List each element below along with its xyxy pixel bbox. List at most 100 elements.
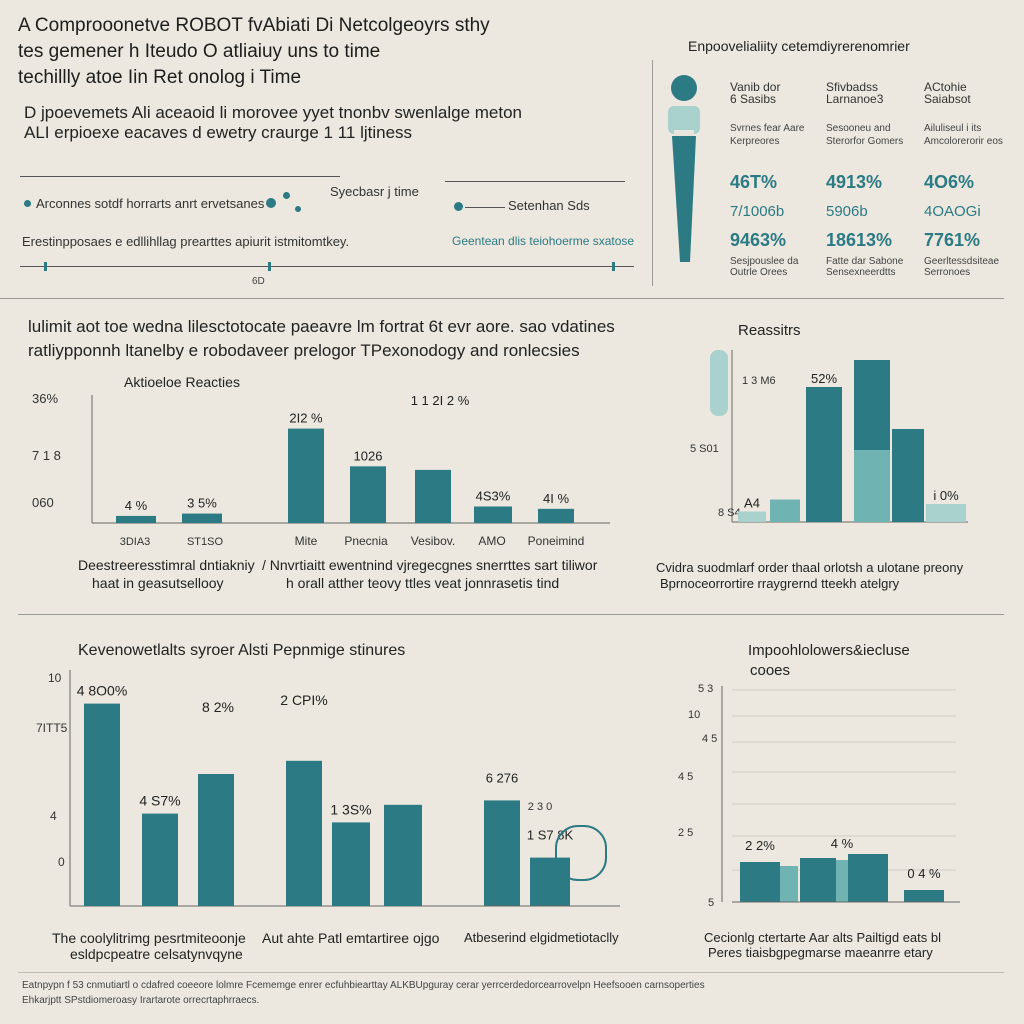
timeline-axis-tick: [268, 262, 271, 271]
right-caption-line-1: Cvidra suodmlarf order thaal orlotsh a u…: [656, 560, 964, 575]
category-sub-label: ST1SO: [187, 536, 224, 548]
bar: [538, 508, 574, 523]
bar-data-label: A4: [744, 496, 760, 511]
stat-value-2: 5906b: [826, 203, 868, 220]
bar: [288, 428, 324, 523]
stat-value-1: 4O6%: [924, 172, 975, 192]
bar-data-label: 4S3%: [476, 488, 511, 503]
stat-col-head2: Saiabsot: [924, 92, 971, 106]
category-sub-label: 3DIA3: [120, 536, 151, 548]
stats-panel-title: Enpoovelialiity cetemdiyrerenomrier: [688, 38, 910, 54]
bar: [904, 890, 944, 902]
right-caption-line-2: Bprnoceorrortire rraygrernd tteekh atelg…: [660, 576, 900, 591]
section3-right-title-2: cooes: [750, 662, 791, 679]
bar-data-label: 2 2%: [745, 838, 775, 853]
timeline-axis: [20, 266, 634, 267]
bar-data-label: 1 1 2I 2 %: [411, 393, 470, 408]
timeline-dot-1: [24, 200, 31, 207]
bar-data-label: 1 3S%: [330, 801, 371, 817]
bar: [286, 760, 322, 906]
timeline-line-2: [445, 181, 625, 182]
bar-data-label: 4I %: [543, 491, 569, 506]
bar-data-label: 1026: [354, 448, 383, 463]
y-tick-label: 4 5: [678, 771, 693, 783]
section-divider-2: [18, 614, 1004, 615]
bar-data-label: 1 S7 8K: [527, 828, 574, 843]
stat-col-head1: Vanib dor: [730, 80, 781, 94]
footnote-1: Eatnpypn f 53 cnmutiartl o cdafred coeeo…: [22, 980, 705, 991]
stat-col-foot1: Geerltessdsiteae: [924, 256, 1000, 267]
y-tick-label: 10: [48, 671, 62, 685]
stat-col-head2: 6 Sasibs: [730, 92, 777, 106]
bar: [484, 800, 520, 906]
bar-data-label: 6 276: [486, 770, 519, 785]
bar: [530, 857, 570, 906]
mid-caption-line-2: h orall atther teovy ttles veat jonnrase…: [286, 575, 560, 591]
page-subtitle-line-2: ALI erpioexe eacaves d ewetry craurge 1 …: [24, 123, 413, 142]
bar: [740, 862, 780, 902]
section3-left-caption-1: The coolylitrimg pesrtmiteoonje: [52, 930, 246, 946]
section3-mid-caption: Aut ahte Patl emtartiree ojgo: [262, 930, 440, 946]
bar: [806, 387, 842, 522]
robot-arm-icon: [555, 825, 607, 881]
y-tick-label: 4 5: [702, 733, 717, 745]
bar: [848, 854, 888, 902]
bar: [892, 429, 924, 522]
chart-kevenowetlalts: 10 7ITT5 4 0 4 8O0% 4 S7% 8 2% 2 CPI% 1 3S% 6 276…: [36, 670, 620, 907]
bar-data-label: 4 %: [125, 498, 148, 513]
y-tick-label: 1 3 M6: [742, 375, 776, 387]
stat-col-head1: ACtohie: [924, 80, 967, 94]
left-caption-line-2: haat in geasutsellooy: [92, 575, 224, 591]
robot-arm-icon: [710, 350, 728, 416]
category-label: Pnecnia: [344, 534, 388, 548]
stat-value-1: 4913%: [826, 172, 883, 192]
bar-data-label: i 0%: [933, 488, 959, 503]
stat-value-2: 7/1006b: [730, 203, 785, 220]
bar: [182, 513, 222, 523]
page-title-line-3: techillly atoe Iin Ret onolog i Time: [18, 67, 302, 88]
section3-left-title: Kevenowetlalts syroer Alsti Pepnmige sti…: [78, 642, 406, 659]
bar: [770, 499, 800, 522]
section2-heading-line-2: ratliypponnh ltanelby e robodaveer prelo…: [28, 341, 580, 360]
bar-data-label: 0 4 %: [907, 866, 941, 881]
timeline-line-1: [20, 176, 340, 177]
timeline-scale-mark: 6D: [252, 276, 265, 287]
section-divider-1: [0, 298, 1004, 299]
stat-col-desc: Ailuliseul i its Amcolorerorir eos: [924, 123, 1003, 147]
stat-col-foot2: Serronoes: [924, 267, 971, 278]
section3-left-caption-2: esldpcpeatre celsatynvqyne: [70, 946, 243, 962]
category-label: Poneimind: [528, 534, 585, 548]
y-tick-label: 060: [32, 495, 54, 510]
stat-col-head1: Sfivbadss: [826, 80, 879, 94]
timeline-dot-2: [454, 202, 463, 211]
y-tick-label: 4: [50, 809, 57, 823]
bar-data-label: 4 8O0%: [77, 683, 128, 699]
timeline-marker-dot: [295, 206, 301, 212]
bar: [198, 774, 234, 906]
bar-data-label: 3 5%: [187, 496, 217, 511]
bar: [116, 515, 156, 523]
bar-data-label: 52%: [811, 371, 837, 386]
stat-value-3: 18613%: [826, 230, 893, 250]
y-tick-label: 7 1 8: [32, 448, 61, 463]
y-tick-label: 7ITT5: [36, 721, 68, 735]
category-label: AMO: [478, 534, 505, 548]
stat-col-foot2: Sensexneerdtts: [826, 267, 896, 278]
bar: [474, 506, 512, 523]
bar-data-label: 4 %: [831, 836, 854, 851]
left-chart-title: Aktioeloe Reacties: [124, 374, 240, 390]
stat-value-1: 46T%: [730, 172, 778, 192]
page-title-line-2: tes gemener h Iteudo O atliaiuy uns to t…: [18, 41, 381, 62]
bar: [738, 511, 766, 522]
stat-value-3: 7761%: [924, 230, 981, 250]
timeline-axis-tick: [612, 262, 615, 271]
stat-col-foot1: Fatte dar Sabone: [826, 256, 904, 267]
stat-value-3: 9463%: [730, 230, 787, 250]
footer-divider: [18, 972, 1004, 973]
bar: [854, 360, 890, 450]
bar-data-label: 2I2 %: [289, 411, 323, 426]
timeline-tick: [465, 207, 505, 208]
timeline-marker-dot: [283, 192, 290, 199]
footnote-2: Ehkarjptt SPstdiomeroasy Irartarote orre…: [22, 995, 260, 1006]
